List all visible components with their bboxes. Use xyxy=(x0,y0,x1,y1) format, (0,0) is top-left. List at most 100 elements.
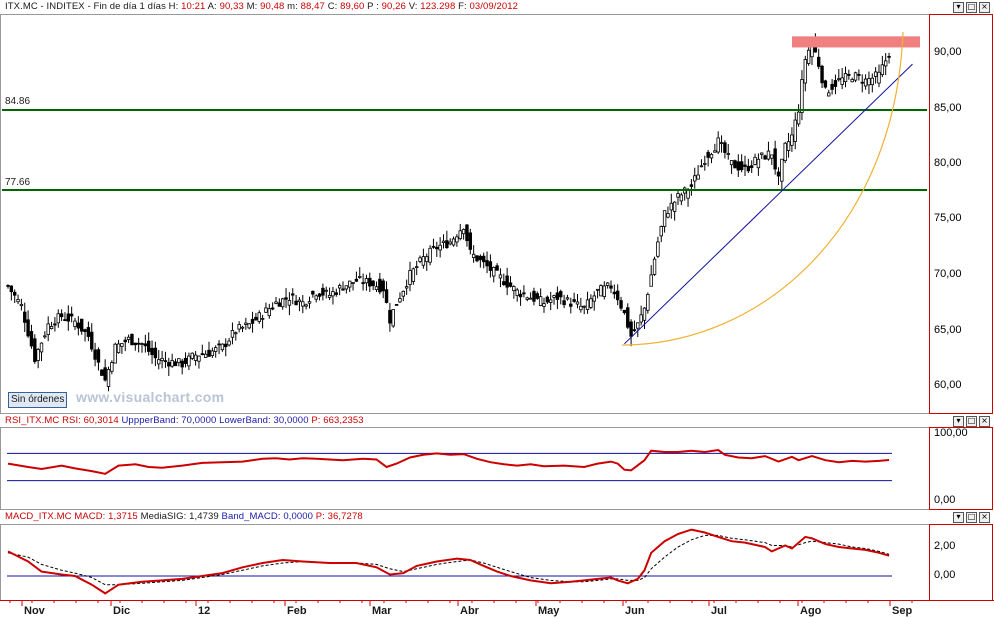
level-label-77-66: 77.66 xyxy=(5,177,31,188)
candle-body xyxy=(743,164,747,167)
candle-body xyxy=(512,286,516,292)
candle-body xyxy=(301,301,305,307)
candle-body xyxy=(817,56,821,67)
candle-body xyxy=(475,255,479,262)
close-button[interactable]: × xyxy=(979,512,990,523)
candle-body xyxy=(327,294,332,298)
candle-body xyxy=(850,79,854,83)
candle-body xyxy=(639,314,643,323)
candle-body xyxy=(622,309,627,314)
candle-body xyxy=(605,282,610,286)
candle-body xyxy=(59,313,64,318)
candle-body xyxy=(374,286,379,291)
price-header-h-label: H: xyxy=(168,1,179,12)
minimize-button[interactable]: ▾ xyxy=(953,416,964,427)
candle-body xyxy=(823,80,828,88)
candle-body xyxy=(662,210,667,227)
candle-body xyxy=(200,353,204,356)
candle-body xyxy=(884,60,888,67)
candle-body xyxy=(716,137,720,153)
candle-body xyxy=(492,267,496,277)
price-chart-layer xyxy=(2,31,927,392)
rsi-chart-layer xyxy=(7,448,892,482)
candle-body xyxy=(90,331,94,350)
price-header-p-label: P : xyxy=(367,1,379,12)
candle-body xyxy=(167,362,171,367)
maximize-button[interactable]: □ xyxy=(966,2,977,13)
minimize-button[interactable]: ▾ xyxy=(953,512,964,523)
candle-body xyxy=(364,278,369,284)
candle-body xyxy=(257,312,261,322)
candle-body xyxy=(873,71,878,77)
candle-body xyxy=(254,316,258,321)
rsi-ytick: 100,00 xyxy=(934,427,968,439)
candle-body xyxy=(565,297,570,300)
orders-button[interactable]: Sin órdenes xyxy=(8,392,68,408)
rsi-header: RSI_ITX.MC RSI: 60,3014 UppperBand: 70,0… xyxy=(5,415,364,426)
candle-body xyxy=(502,281,506,285)
candle-body xyxy=(304,304,308,307)
candle-body xyxy=(404,286,409,289)
minimize-button[interactable]: ▾ xyxy=(953,2,964,13)
candle-body xyxy=(274,301,278,304)
candle-body xyxy=(43,335,47,338)
candle-body xyxy=(438,244,442,251)
candle-body xyxy=(33,338,37,362)
candle-body xyxy=(394,304,399,306)
price-header-f-value: 03/09/2012 xyxy=(469,1,519,12)
candle-body xyxy=(170,360,174,367)
candle-body xyxy=(525,297,529,300)
candle-body xyxy=(579,305,583,311)
candle-body xyxy=(719,142,724,144)
candle-body xyxy=(354,278,359,282)
candle-body xyxy=(213,347,218,352)
close-button[interactable]: × xyxy=(979,2,990,13)
candle-body xyxy=(190,352,194,359)
candle-body xyxy=(347,280,352,288)
candle-body xyxy=(267,308,271,317)
candle-body xyxy=(160,357,164,361)
candle-body xyxy=(729,160,734,166)
candle-body xyxy=(870,77,874,86)
candle-body xyxy=(649,274,653,287)
candle-body xyxy=(80,318,84,332)
candle-body xyxy=(776,171,781,177)
candle-body xyxy=(130,333,134,346)
candle-body xyxy=(16,299,20,303)
candle-body xyxy=(250,318,255,324)
candle-body xyxy=(766,150,771,160)
candle-body xyxy=(780,158,784,182)
price-header-p-value: 90,26 xyxy=(381,1,406,12)
price-header-m-value: 90,48 xyxy=(260,1,285,12)
candle-body xyxy=(270,307,275,310)
xaxis-ticks xyxy=(9,600,913,606)
price-window-buttons: ▾ □ × xyxy=(953,2,990,13)
candle-body xyxy=(408,270,412,285)
candle-body xyxy=(515,289,519,296)
candle-body xyxy=(843,73,848,83)
candle-body xyxy=(210,350,215,357)
candle-body xyxy=(803,59,807,84)
close-button[interactable]: × xyxy=(979,416,990,427)
maximize-button[interactable]: □ xyxy=(966,416,977,427)
candle-body xyxy=(783,142,787,162)
candle-body xyxy=(461,228,466,235)
candle-body xyxy=(73,320,77,327)
candle-body xyxy=(508,282,513,287)
candle-body xyxy=(837,78,841,81)
candle-body xyxy=(421,256,426,266)
candle-body xyxy=(324,289,328,292)
candle-body xyxy=(123,339,127,343)
candle-body xyxy=(616,290,620,301)
candle-body xyxy=(66,313,70,322)
maximize-button[interactable]: □ xyxy=(966,512,977,523)
candle-body xyxy=(69,313,74,317)
candle-body xyxy=(247,323,251,329)
rsi-pane-frame xyxy=(0,427,930,510)
price-yaxis-frame xyxy=(929,14,993,414)
candle-body xyxy=(763,155,767,160)
candle-body xyxy=(756,158,761,169)
candle-body xyxy=(575,301,580,305)
candle-body xyxy=(100,369,104,376)
macd-ytick: 0,00 xyxy=(934,569,956,581)
